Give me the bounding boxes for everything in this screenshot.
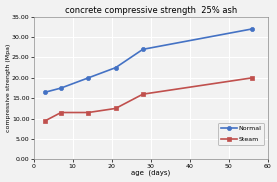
Normal	[44, 91, 47, 93]
Steam	[250, 77, 254, 79]
Line: Normal: Normal	[43, 27, 254, 94]
Steam	[141, 93, 145, 95]
X-axis label: age  (days): age (days)	[131, 170, 170, 176]
Normal	[59, 87, 63, 89]
Steam	[44, 120, 47, 122]
Title: concrete compressive strength  25% ash: concrete compressive strength 25% ash	[65, 6, 237, 15]
Normal	[87, 77, 90, 79]
Normal	[250, 28, 254, 30]
Steam	[114, 107, 117, 110]
Y-axis label: compressive strength (Mpa): compressive strength (Mpa)	[6, 44, 11, 132]
Steam	[87, 111, 90, 114]
Steam	[59, 111, 63, 114]
Line: Steam: Steam	[43, 76, 254, 123]
Legend: Normal, Steam: Normal, Steam	[218, 123, 265, 145]
Normal	[141, 48, 145, 50]
Normal	[114, 67, 117, 69]
